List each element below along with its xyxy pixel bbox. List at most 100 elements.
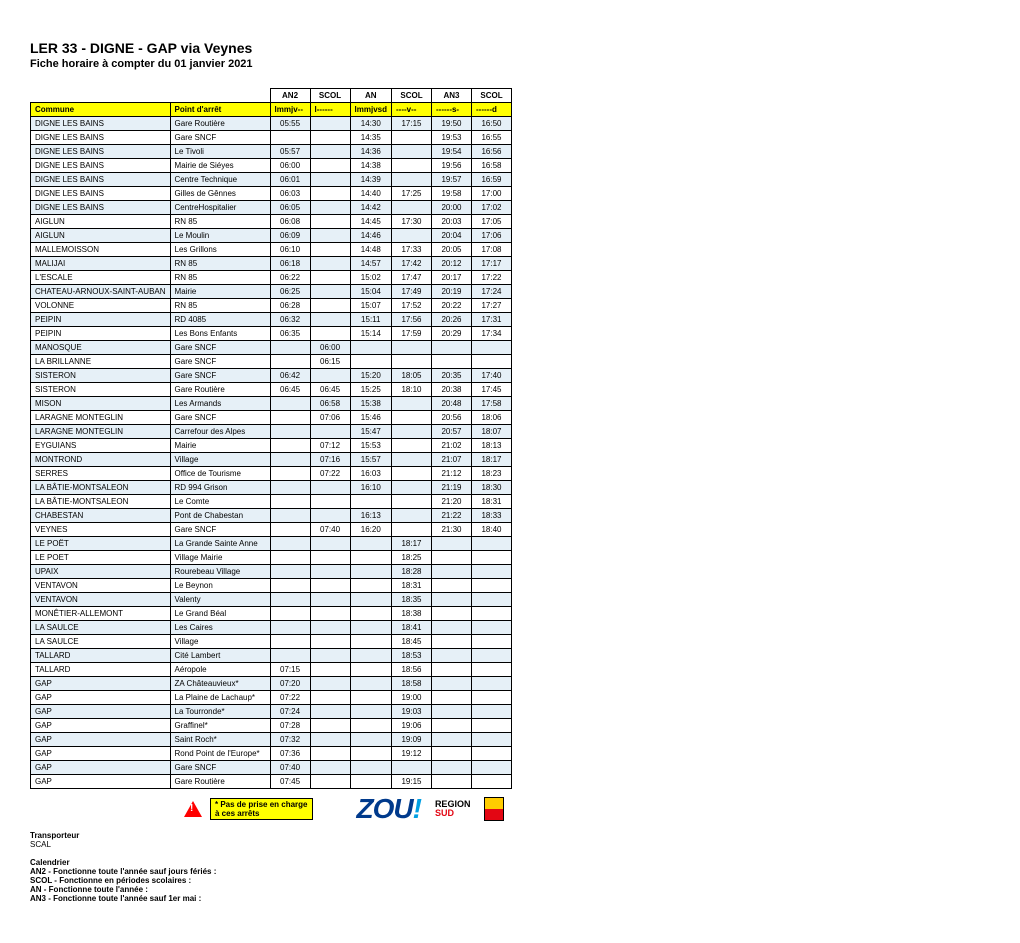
time-cell: 19:03: [392, 705, 432, 719]
time-cell: [270, 579, 310, 593]
time-cell: [392, 145, 432, 159]
time-cell: [472, 551, 512, 565]
time-cell: [392, 173, 432, 187]
time-cell: [432, 607, 472, 621]
commune-cell: GAP: [31, 733, 171, 747]
notice-box: * Pas de prise en charge à ces arrêts: [210, 798, 313, 820]
time-cell: [350, 579, 391, 593]
table-row: LARAGNE MONTEGLINCarrefour des Alpes15:4…: [31, 425, 512, 439]
commune-cell: GAP: [31, 761, 171, 775]
table-row: LA SAULCELes Caires18:41: [31, 621, 512, 635]
point-cell: La Grande Sainte Anne: [170, 537, 270, 551]
commune-cell: MANOSQUE: [31, 341, 171, 355]
commune-cell: GAP: [31, 677, 171, 691]
page-subtitle: Fiche horaire à compter du 01 janvier 20…: [30, 58, 990, 70]
calendar-line: AN2 - Fonctionne toute l'année sauf jour…: [30, 867, 990, 876]
time-cell: 07:24: [270, 705, 310, 719]
time-cell: 07:15: [270, 663, 310, 677]
time-cell: 05:57: [270, 145, 310, 159]
time-cell: 19:56: [432, 159, 472, 173]
point-cell: Les Armands: [170, 397, 270, 411]
commune-cell: EYGUIANS: [31, 439, 171, 453]
point-cell: Rond Point de l'Europe*: [170, 747, 270, 761]
table-row: DIGNE LES BAINSGare SNCF14:3519:5316:55: [31, 131, 512, 145]
table-row: DIGNE LES BAINSMairie de Siéyes06:0014:3…: [31, 159, 512, 173]
time-cell: [310, 173, 350, 187]
commune-cell: CHATEAU-ARNOUX-SAINT-AUBAN: [31, 285, 171, 299]
timetable: AN2SCOLANSCOLAN3SCOLCommunePoint d'arrêt…: [30, 88, 512, 789]
notice-line1: * Pas de prise en charge: [215, 800, 308, 809]
table-row: AIGLUNLe Moulin06:0914:4620:0417:06: [31, 229, 512, 243]
time-cell: [310, 705, 350, 719]
point-cell: Gare SNCF: [170, 523, 270, 537]
point-cell: RN 85: [170, 271, 270, 285]
point-cell: Village: [170, 635, 270, 649]
time-cell: 18:30: [472, 481, 512, 495]
point-cell: RD 4085: [170, 313, 270, 327]
region-logo: REGION SUD: [435, 800, 471, 818]
point-cell: Pont de Chabestan: [170, 509, 270, 523]
time-cell: 17:24: [472, 285, 512, 299]
table-row: LE POËTLa Grande Sainte Anne18:17: [31, 537, 512, 551]
time-cell: 18:25: [392, 551, 432, 565]
time-cell: [432, 621, 472, 635]
calendar-line: AN3 - Fonctionne toute l'année sauf 1er …: [30, 894, 990, 903]
time-cell: 17:08: [472, 243, 512, 257]
time-cell: [392, 467, 432, 481]
time-cell: 07:32: [270, 733, 310, 747]
time-cell: 17:25: [392, 187, 432, 201]
time-cell: 15:53: [350, 439, 391, 453]
transporteur-label: Transporteur: [30, 831, 990, 840]
time-cell: 18:31: [472, 495, 512, 509]
commune-cell: LE POET: [31, 551, 171, 565]
time-cell: 06:22: [270, 271, 310, 285]
table-row: DIGNE LES BAINSCentreHospitalier06:0514:…: [31, 201, 512, 215]
point-cell: Gare SNCF: [170, 369, 270, 383]
time-cell: [350, 593, 391, 607]
point-cell: Gare SNCF: [170, 355, 270, 369]
time-cell: [350, 747, 391, 761]
table-row: VENTAVONLe Beynon18:31: [31, 579, 512, 593]
point-cell: Cité Lambert: [170, 649, 270, 663]
point-cell: Le Moulin: [170, 229, 270, 243]
time-cell: 20:04: [432, 229, 472, 243]
time-cell: 19:57: [432, 173, 472, 187]
time-cell: 18:53: [392, 649, 432, 663]
time-cell: [472, 355, 512, 369]
time-cell: [270, 495, 310, 509]
time-cell: 20:29: [432, 327, 472, 341]
commune-cell: SERRES: [31, 467, 171, 481]
time-cell: [350, 649, 391, 663]
time-cell: 20:48: [432, 397, 472, 411]
point-cell: Gare SNCF: [170, 131, 270, 145]
time-cell: 06:42: [270, 369, 310, 383]
time-cell: 15:25: [350, 383, 391, 397]
time-cell: 17:52: [392, 299, 432, 313]
calendar-line: AN - Fonctionne toute l'année :: [30, 885, 990, 894]
point-cell: ZA Châteauvieux*: [170, 677, 270, 691]
time-cell: 06:08: [270, 215, 310, 229]
time-cell: 07:22: [310, 467, 350, 481]
time-cell: [472, 677, 512, 691]
time-cell: [392, 481, 432, 495]
table-row: MALLEMOISSONLes Grillons06:1014:4817:332…: [31, 243, 512, 257]
time-cell: 17:58: [472, 397, 512, 411]
time-cell: [270, 481, 310, 495]
time-cell: [270, 453, 310, 467]
time-cell: [350, 551, 391, 565]
commune-cell: GAP: [31, 691, 171, 705]
service-header: SCOL: [310, 89, 350, 103]
time-cell: [472, 579, 512, 593]
time-cell: [310, 635, 350, 649]
time-cell: [310, 537, 350, 551]
table-row: GAPLa Plaine de Lachaup*07:2219:00: [31, 691, 512, 705]
time-cell: [392, 131, 432, 145]
time-cell: 15:57: [350, 453, 391, 467]
time-cell: [432, 579, 472, 593]
time-cell: 14:35: [350, 131, 391, 145]
table-row: VENTAVONValenty18:35: [31, 593, 512, 607]
col-point: Point d'arrêt: [170, 103, 270, 117]
time-cell: [310, 131, 350, 145]
time-cell: 18:07: [472, 425, 512, 439]
time-cell: 06:10: [270, 243, 310, 257]
